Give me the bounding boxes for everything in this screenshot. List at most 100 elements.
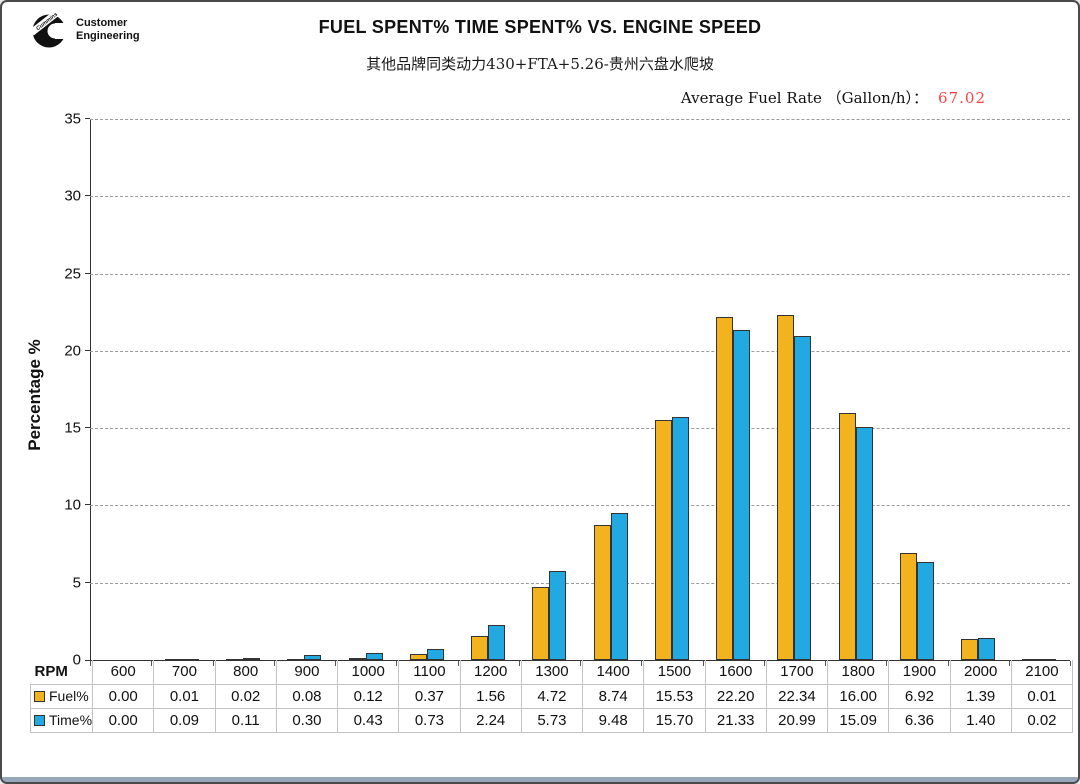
bar-time-1900 [916,562,934,660]
cummins-logo: Cummins Customer Engineering [30,10,140,50]
rpm-header-cell-1500: 1500 [643,660,706,685]
plot-area: 0 5 10 15 20 25 30 35 [64,111,1071,669]
value-cell-time-1300: 5.73 [520,707,584,733]
value-cell-fuel-1600: 22.20 [704,683,767,709]
y-tick-label-20: 20 [64,342,81,360]
y-tick-0 [85,660,90,661]
bar-fuel-1600 [716,317,734,660]
bar-time-900 [304,655,322,660]
table-header-row: RPM 600 700 800 900 1000 1100 1200 1300 1400 1500 1… [31,660,1074,685]
bar-fuel-1700 [777,315,795,660]
value-cell-time-1400: 9.48 [582,707,645,733]
rpm-header-cell-1900: 1900 [888,660,951,685]
y-tick-label-30: 30 [64,187,81,205]
gridline-20 [90,350,1070,352]
logo-line1: Customer [76,17,128,30]
value-cell-fuel-2000: 1.39 [949,683,1012,709]
y-tick-35 [85,118,90,119]
value-cell-time-2100: 0.02 [1010,707,1074,733]
rpm-header-cell-1700: 1700 [765,660,829,685]
y-tick-label-0: 0 [72,651,81,669]
rpm-header-cell-2100: 2100 [1010,660,1074,685]
bar-fuel-2100 [1022,659,1040,660]
rpm-header-cell-900: 900 [275,660,339,685]
value-cell-time-1900: 6.36 [888,707,951,733]
value-cell-time-900: 0.30 [275,707,339,733]
bar-fuel-1500 [654,420,672,660]
value-cell-fuel-1500: 15.53 [643,683,706,709]
window-bottom-edge [2,777,1078,782]
value-cell-time-1700: 20.99 [765,707,829,733]
value-cell-time-1100: 0.73 [398,707,461,733]
bar-fuel-1900 [899,553,917,660]
bar-fuel-900 [287,659,305,660]
value-cell-fuel-1900: 6.92 [888,683,951,709]
bar-time-1600 [733,330,751,660]
gridline-25 [90,273,1070,275]
y-tick-label-5: 5 [72,574,81,592]
value-cell-fuel-1700: 22.34 [765,683,829,709]
rpm-header-cell-1100: 1100 [398,660,461,685]
bar-fuel-1400 [593,525,611,660]
bar-time-1800 [855,427,873,660]
bar-fuel-700 [164,659,182,660]
gridline-10 [90,505,1070,507]
y-axis-title: Percentage % [25,339,44,451]
y-tick-10 [85,504,90,506]
rpm-header-cell-1600: 1600 [704,660,767,685]
bar-time-1500 [671,417,689,660]
value-cell-time-1500: 15.70 [643,707,706,733]
value-cell-fuel-1400: 8.74 [582,683,645,709]
y-tick-label-10: 10 [64,496,81,514]
logo-line2: Engineering [76,30,140,42]
y-tick-20 [85,349,90,351]
value-cell-fuel-700: 0.01 [153,683,216,709]
bar-fuel-1100 [409,654,427,660]
rpm-header-cell-1300: 1300 [520,660,584,685]
bar-fuel-1000 [348,658,366,660]
bar-fuel-800 [226,659,244,660]
table-row-time: Time% 0.00 0.09 0.11 0.30 0.43 0.73 2.24 5.73 9.4… [29,707,1074,733]
fuel-legend-swatch-icon [34,691,45,702]
value-cell-time-800: 0.11 [214,707,277,733]
y-tick-15 [85,427,90,429]
rpm-header-cell-800: 800 [214,660,277,685]
value-cell-time-1000: 0.43 [337,707,400,733]
chart-data-table: RPM 600 700 800 900 1000 1100 1200 1300 1400 1500 1… [29,660,1074,733]
bar-time-1400 [610,513,628,660]
bar-time-2100 [1039,659,1057,660]
y-tick-30 [85,195,90,197]
rpm-header-cell-700: 700 [153,660,216,685]
logo-text: Customer Engineering [76,17,140,42]
y-tick-label-15: 15 [64,419,81,437]
value-cell-time-1600: 21.33 [704,707,767,733]
y-axis-line [90,119,91,660]
y-tick-25 [85,272,90,274]
average-fuel-rate: Average Fuel Rate （Gallon/h）： 67.02 [681,87,986,108]
value-cell-fuel-600: 0.00 [92,683,155,709]
rpm-header-cell-2000: 2000 [949,660,1012,685]
rpm-header-cell-600: 600 [92,660,155,685]
value-cell-time-700: 0.09 [153,707,216,733]
value-cell-fuel-900: 0.08 [275,683,339,709]
bar-time-1000 [365,653,383,660]
bar-fuel-1200 [471,636,489,660]
value-cell-fuel-1300: 4.72 [520,683,584,709]
value-cell-time-1200: 2.24 [459,707,522,733]
average-fuel-rate-value: 67.02 [938,89,986,107]
bar-time-1200 [488,625,506,660]
bar-time-1300 [549,571,567,660]
chart-subtitle: 其他品牌同类动力430+FTA+5.26-贵州六盘水爬坡 [366,55,714,73]
average-fuel-rate-label: Average Fuel Rate （Gallon/h）： [680,89,929,107]
chart-title: FUEL SPENT% TIME SPENT% VS. ENGINE SPEED [318,17,762,37]
rpm-header-cell-1400: 1400 [582,660,645,685]
value-cell-time-1800: 15.09 [827,707,890,733]
bar-time-800 [243,658,261,660]
y-tick-5 [85,581,90,583]
rpm-header-cell-1800: 1800 [827,660,890,685]
gridline-5 [90,582,1070,584]
x-tick-0 [90,661,91,666]
bar-time-2000 [978,638,996,660]
legend-cell-time: Time% [29,707,94,733]
